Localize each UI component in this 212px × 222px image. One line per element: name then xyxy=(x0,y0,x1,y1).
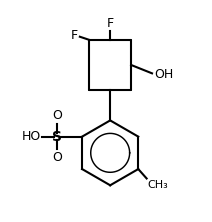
Text: F: F xyxy=(71,29,78,42)
Text: O: O xyxy=(52,151,62,164)
Text: S: S xyxy=(52,130,62,144)
Text: HO: HO xyxy=(22,130,41,143)
Text: OH: OH xyxy=(154,68,173,81)
Text: O: O xyxy=(52,109,62,122)
Text: CH₃: CH₃ xyxy=(148,180,169,190)
Text: F: F xyxy=(107,18,114,30)
